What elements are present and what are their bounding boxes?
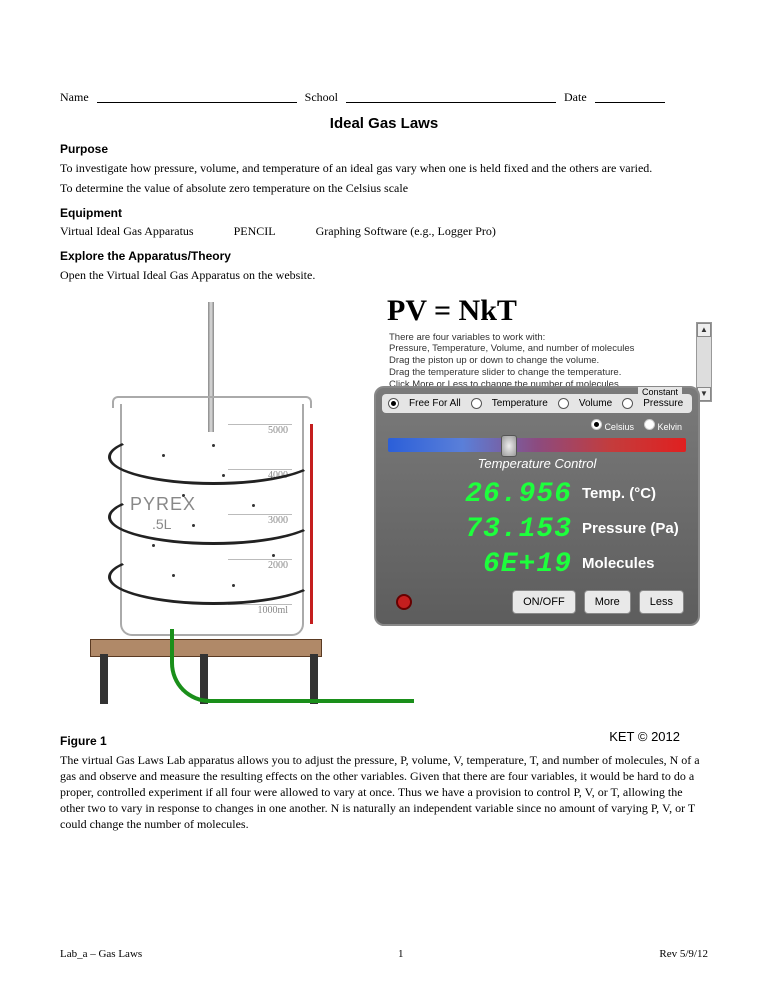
explore-heading: Explore the Apparatus/Theory [60, 249, 708, 263]
scroll-up-icon[interactable]: ▲ [697, 323, 711, 337]
footer-page-number: 1 [398, 948, 404, 960]
readout-pressure: 73.153 Pressure (Pa) [382, 512, 692, 547]
unit-selector: Celsius Kelvin [382, 417, 692, 434]
heating-coil [108, 489, 319, 545]
temp-value: 26.956 [465, 479, 572, 510]
temp-control-label: Temperature Control [382, 456, 692, 471]
constant-legend: Constant [638, 387, 682, 397]
radio-pressure[interactable] [622, 398, 633, 409]
radio-temperature[interactable] [471, 398, 482, 409]
footer-left: Lab_a – Gas Laws [60, 948, 142, 960]
equipment-item: PENCIL [234, 224, 276, 239]
page-footer: Lab_a – Gas Laws 1 Rev 5/9/12 [60, 948, 708, 960]
doc-title: Ideal Gas Laws [60, 115, 708, 132]
explore-line: Open the Virtual Ideal Gas Apparatus on … [60, 267, 708, 283]
page: Name School Date Ideal Gas Laws Purpose … [0, 0, 768, 877]
figure-text: The virtual Gas Laws Lab apparatus allow… [60, 752, 708, 833]
button-row: ON/OFF More Less [382, 582, 692, 618]
tube-green [170, 629, 414, 703]
name-label: Name [60, 90, 89, 105]
school-blank[interactable] [346, 90, 556, 103]
power-led-icon [396, 594, 412, 610]
graduation: 1000ml [228, 604, 292, 616]
control-box: Constant Free For All Temperature Volume… [374, 386, 700, 626]
stand-leg [100, 654, 108, 704]
purpose-heading: Purpose [60, 142, 708, 156]
formula: PV = NkT [387, 294, 712, 328]
molecules-value: 6E+19 [483, 549, 572, 580]
copyright: KET © 2012 [609, 729, 680, 744]
more-button[interactable]: More [584, 590, 631, 614]
heating-coil [108, 429, 319, 485]
radio-label: Free For All [409, 398, 461, 409]
purpose-line-1: To investigate how pressure, volume, and… [60, 160, 708, 176]
radio-label: Temperature [492, 398, 548, 409]
readout-molecules: 6E+19 Molecules [382, 547, 692, 582]
footer-right: Rev 5/9/12 [659, 948, 708, 960]
radio-free-for-all[interactable] [388, 398, 399, 409]
temperature-slider[interactable] [501, 435, 517, 457]
radio-label: Volume [579, 398, 612, 409]
radio-celsius[interactable] [591, 419, 602, 430]
purpose-line-2: To determine the value of absolute zero … [60, 180, 708, 196]
header-fields: Name School Date [60, 90, 708, 105]
equipment-list: Virtual Ideal Gas Apparatus PENCIL Graph… [60, 224, 708, 239]
onoff-button[interactable]: ON/OFF [512, 590, 576, 614]
equipment-heading: Equipment [60, 206, 708, 220]
figure-1: PV = NkT There are four variables to wor… [60, 294, 708, 724]
equipment-item: Virtual Ideal Gas Apparatus [60, 224, 194, 239]
radio-group: Free For All Temperature Volume Pressure [388, 398, 686, 409]
equipment-item: Graphing Software (e.g., Logger Pro) [316, 224, 496, 239]
less-button[interactable]: Less [639, 590, 684, 614]
school-label: School [305, 90, 338, 105]
pressure-value: 73.153 [465, 514, 572, 545]
unit-label: Celsius [604, 422, 634, 432]
constant-panel: Constant Free For All Temperature Volume… [382, 394, 692, 413]
date-blank[interactable] [595, 90, 665, 103]
readout-temp: 26.956 Temp. (°C) [382, 477, 692, 512]
radio-volume[interactable] [558, 398, 569, 409]
radio-label: Pressure [643, 398, 683, 409]
name-blank[interactable] [97, 90, 297, 103]
apparatus-illustration: PV = NkT There are four variables to wor… [60, 294, 700, 724]
temp-label: Temp. (°C) [582, 486, 682, 503]
heating-coil [108, 549, 319, 605]
radio-kelvin[interactable] [644, 419, 655, 430]
molecules-label: Molecules [582, 556, 682, 573]
unit-label: Kelvin [657, 422, 682, 432]
date-label: Date [564, 90, 587, 105]
temperature-bar [388, 438, 686, 452]
pressure-label: Pressure (Pa) [582, 521, 682, 538]
